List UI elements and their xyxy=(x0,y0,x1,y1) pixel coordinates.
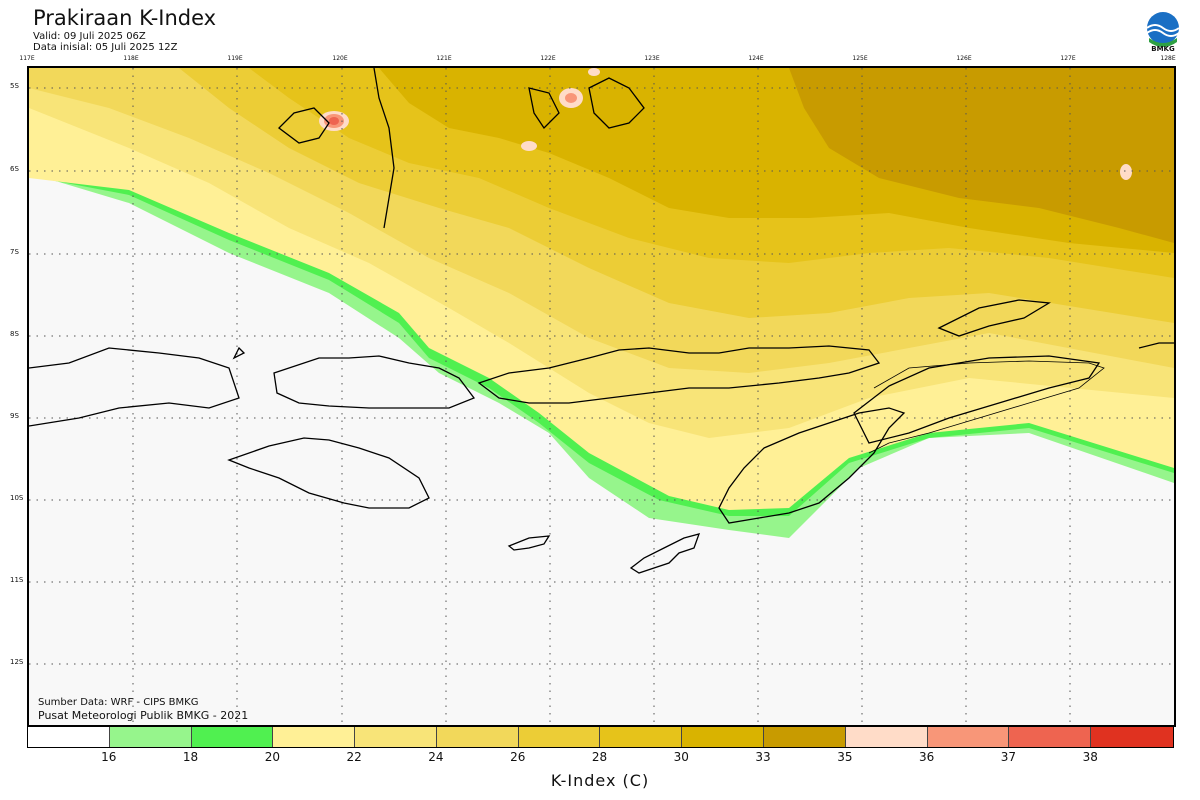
colorbar-segment xyxy=(273,727,356,747)
lat-label: 7S xyxy=(10,248,19,256)
graticule xyxy=(29,68,1174,725)
colorbar xyxy=(27,726,1174,748)
lat-label: 8S xyxy=(10,330,19,338)
high-k-spot xyxy=(1120,164,1132,180)
colorbar-tick-label: 24 xyxy=(428,750,444,764)
lat-label: 11S xyxy=(10,576,24,584)
lon-label: 119E xyxy=(227,55,243,62)
colorbar-tick-label: 38 xyxy=(1082,750,1098,764)
colorbar-tick-label: 30 xyxy=(673,750,689,764)
data-source: Sumber Data: WRF - CIPS BMKG xyxy=(38,697,199,708)
colorbar-segment xyxy=(109,727,192,747)
init-time: Data inisial: 05 Juli 2025 12Z xyxy=(33,42,178,53)
bmkg-logo xyxy=(1146,12,1180,47)
colorbar-segment xyxy=(355,727,437,747)
colorbar-segment xyxy=(927,727,1010,747)
lat-label: 12S xyxy=(10,658,24,666)
colorbar-segment xyxy=(1091,727,1173,747)
lon-label: 125E xyxy=(852,55,868,62)
colorbar-segment xyxy=(436,727,519,747)
lon-label: 120E xyxy=(332,55,348,62)
colorbar-tick-label: 16 xyxy=(101,750,117,764)
colorbar-tick-label: 18 xyxy=(182,750,199,764)
coastlines xyxy=(29,68,1174,574)
contour-33-35 xyxy=(789,68,1174,243)
lon-label: 126E xyxy=(956,55,972,62)
lon-label: 121E xyxy=(436,55,452,62)
lon-label: 127E xyxy=(1060,55,1076,62)
colorbar-segment xyxy=(518,727,601,747)
lat-label: 9S xyxy=(10,412,19,420)
colorbar-segment xyxy=(764,727,846,747)
colorbar-segment xyxy=(600,727,683,747)
high-k-spot xyxy=(521,141,537,151)
colorbar-title: K-Index (C) xyxy=(550,771,650,790)
high-k-spot xyxy=(565,93,577,103)
lat-label: 5S xyxy=(10,82,19,90)
colorbar-tick-label: 37 xyxy=(1000,750,1017,764)
lon-label: 123E xyxy=(644,55,660,62)
lon-label: 118E xyxy=(123,55,139,62)
lon-label: 117E xyxy=(19,55,35,62)
colorbar-tick-label: 20 xyxy=(264,750,280,764)
lon-label: 124E xyxy=(748,55,764,62)
lon-label: 122E xyxy=(540,55,556,62)
colorbar-tick-label: 35 xyxy=(837,750,853,764)
colorbar-tick-label: 33 xyxy=(755,750,771,764)
high-k-spot xyxy=(329,117,339,125)
colorbar-tick-label: 28 xyxy=(591,750,608,764)
colorbar-tick-label: 26 xyxy=(510,750,526,764)
lat-label: 10S xyxy=(10,494,24,502)
high-k-spot xyxy=(588,68,600,76)
colorbar-segment xyxy=(845,727,928,747)
k-index-map xyxy=(29,68,1174,725)
colorbar-tick-label: 36 xyxy=(919,750,935,764)
colorbar-tick-label: 22 xyxy=(346,750,362,764)
lon-label: 128E xyxy=(1160,55,1176,62)
bmkg-logo-text: BMKG xyxy=(1151,45,1175,53)
colorbar-segment xyxy=(682,727,765,747)
colorbar-segment xyxy=(28,727,110,747)
lat-label: 6S xyxy=(10,165,19,173)
page-title: Prakiraan K-Index xyxy=(33,6,217,30)
colorbar-segment xyxy=(191,727,274,747)
province-boundary xyxy=(868,360,1105,454)
map-panel[interactable] xyxy=(27,66,1176,727)
valid-time: Valid: 09 Juli 2025 06Z xyxy=(33,31,146,42)
colorbar-segment xyxy=(1009,727,1092,747)
credit-line: Pusat Meteorologi Publik BMKG - 2021 xyxy=(38,709,249,722)
